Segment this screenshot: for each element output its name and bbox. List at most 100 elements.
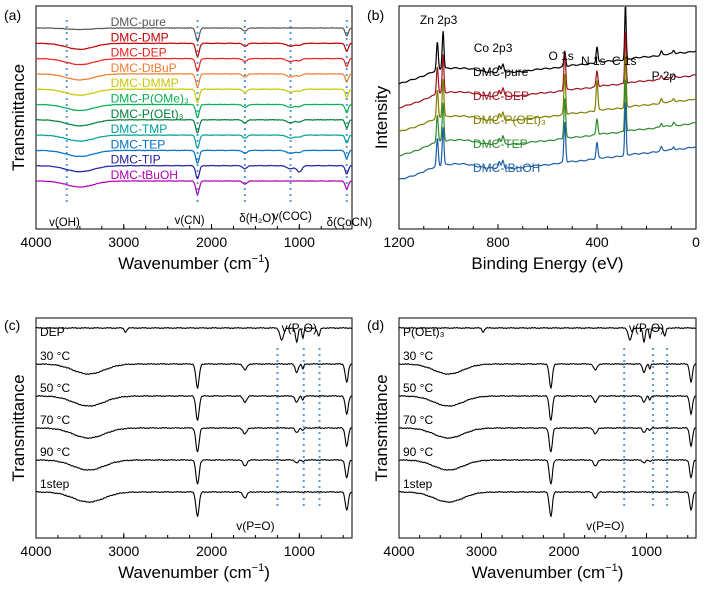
x-tick-label: 3000 <box>108 543 139 559</box>
x-tick-label: 400 <box>585 234 609 250</box>
panel-a: 4000 3000 2000 1000 Wavenumber (cm−1) Transmi… <box>4 5 373 273</box>
panel-b: 1200 800 400 0 Binding Energy (eV) Intensity (… <box>367 5 700 273</box>
series-label: DMC-DMMP <box>111 76 179 90</box>
series-line <box>36 149 352 164</box>
x-axis-label: Wavenumber (cm−1) <box>472 562 624 582</box>
series-label: 70 °C <box>403 413 433 427</box>
series-line <box>36 426 352 453</box>
series-label: P(OEt)₃ <box>403 325 445 339</box>
x-axis-label: Wavenumber (cm−1) <box>118 253 270 273</box>
series-line <box>36 490 352 518</box>
x-tick-label: 3000 <box>108 234 139 250</box>
series-line <box>36 118 352 134</box>
series-label: 70 °C <box>40 413 70 427</box>
series-line <box>399 31 696 109</box>
y-axis-label: Intensity <box>372 85 391 149</box>
peak-annotation: v(P=O) <box>236 519 274 533</box>
series-label: DEP <box>40 325 65 339</box>
series-label: DMC-P(OEt)₃ <box>111 107 184 121</box>
peak-annotation: Zn 2p3 <box>420 13 458 27</box>
panel-label: (c) <box>4 317 20 333</box>
series-label: DMC-TEP <box>111 137 166 151</box>
peak-annotation: N 1s <box>581 54 606 68</box>
peak-annotation: v(P-O) <box>629 321 664 335</box>
x-tick-label: 1200 <box>383 234 414 250</box>
series-line <box>399 102 696 181</box>
series-label: 30 °C <box>403 349 433 363</box>
series-line <box>36 394 352 421</box>
series-line <box>36 180 352 195</box>
x-tick-label: 800 <box>486 234 510 250</box>
series-label: DMC-P(OMe)₃ <box>111 92 189 106</box>
peak-annotation: O 1s <box>548 49 573 63</box>
plot-frame <box>35 5 353 230</box>
series-label: DMC-TEP <box>473 137 528 151</box>
series-line <box>36 27 352 42</box>
series-line <box>399 79 696 157</box>
series-label: DMC-DtBuP <box>111 61 177 75</box>
series-label: 1step <box>403 477 433 491</box>
series-line <box>36 164 352 180</box>
x-tick-label: 4000 <box>20 543 51 559</box>
x-tick-label: 3000 <box>466 543 497 559</box>
x-tick-label: 2000 <box>548 543 579 559</box>
series-label: DMC-TIP <box>111 153 161 167</box>
series-label: 50 °C <box>403 381 433 395</box>
series-line <box>36 103 352 119</box>
series-label: DMC-DEP <box>473 89 529 103</box>
series-line <box>36 362 352 390</box>
series-label: DMC-TMP <box>111 122 168 136</box>
x-tick-label: 0 <box>692 234 700 250</box>
series-label: DMC-pure <box>111 15 167 29</box>
peak-annotation: v(OH) <box>49 217 80 229</box>
y-axis-label: Transmittance <box>9 374 28 481</box>
peak-annotation: Co 2p3 <box>474 41 513 55</box>
series-line <box>399 54 696 133</box>
peak-annotation: C 1s <box>612 54 637 68</box>
series-line <box>36 72 352 88</box>
series-label: 30 °C <box>40 349 70 363</box>
x-tick-label: 4000 <box>20 234 51 250</box>
panel-label: (d) <box>367 317 384 333</box>
x-axis-label: Binding Energy (eV) <box>471 254 623 273</box>
peak-annotation: P 2p <box>652 69 677 83</box>
series-label: DMC-tBuOH <box>111 168 178 182</box>
peak-annotation: v(COC) <box>273 211 312 223</box>
x-tick-label: 1000 <box>284 543 315 559</box>
series-line <box>399 326 696 344</box>
panel-d: 4000 3000 2000 1000 Wavenumber (cm−1) Transmi… <box>367 317 697 582</box>
panel-label: (a) <box>4 7 21 23</box>
panel-label: (b) <box>367 7 384 23</box>
peak-annotation: δ(H₂O) <box>239 213 275 225</box>
peak-annotation: δ(CoCN) <box>327 217 373 229</box>
series-label: 90 °C <box>40 445 70 459</box>
series-line <box>399 490 696 518</box>
series-label: DMC-DMP <box>111 30 169 44</box>
series-line <box>36 458 352 485</box>
peak-annotation: v(CN) <box>175 215 205 227</box>
series-label: DMC-tBuOH <box>473 161 540 175</box>
series-label: DMC-pure <box>473 65 529 79</box>
series-label: DMC-DEP <box>111 46 167 60</box>
x-tick-label: 4000 <box>383 543 414 559</box>
series-line <box>36 42 352 58</box>
series-label: DMC-P(OEt)₃ <box>473 113 546 127</box>
y-axis-label: Transmittance <box>9 64 28 171</box>
series-line <box>36 88 352 104</box>
series-line <box>36 326 352 344</box>
series-line <box>36 134 352 149</box>
x-tick-label: 2000 <box>196 543 227 559</box>
x-tick-label: 2000 <box>196 234 227 250</box>
series-label: 50 °C <box>40 381 70 395</box>
series-line <box>399 6 696 85</box>
series-line <box>399 458 696 485</box>
y-axis-label: Transmittance <box>372 374 391 481</box>
peak-annotation: v(P=O) <box>586 519 624 533</box>
x-axis-label: Wavenumber (cm−1) <box>118 562 270 582</box>
series-label: 1step <box>40 477 70 491</box>
panel-c: 4000 3000 2000 1000 Wavenumber (cm−1) Transmi… <box>4 317 353 582</box>
x-tick-label: 1000 <box>284 234 315 250</box>
series-line <box>399 362 696 390</box>
peak-annotation: v(P-O) <box>282 321 317 335</box>
